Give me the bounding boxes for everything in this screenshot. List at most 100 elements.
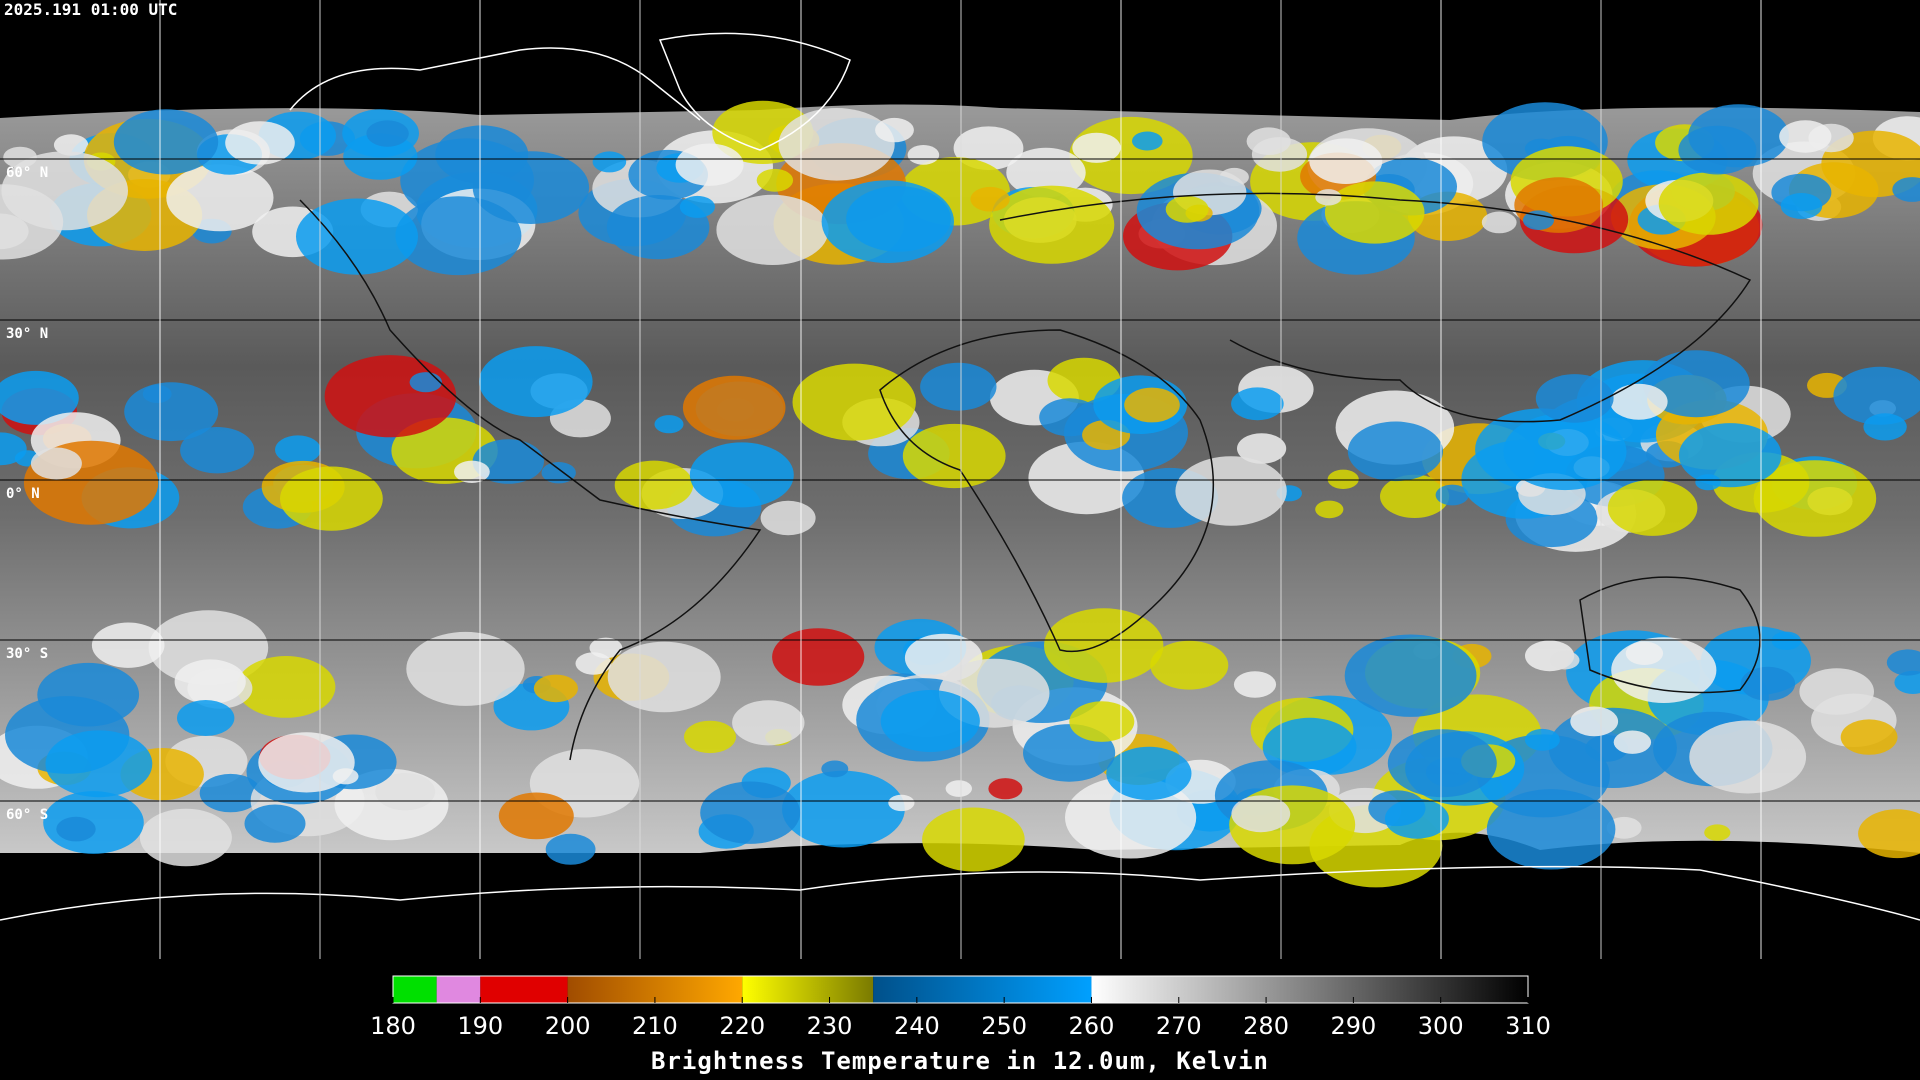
cloud [922,807,1025,872]
coastline [658,32,851,151]
cloud [258,732,355,793]
cloud [689,442,794,508]
cloud [1384,798,1449,839]
colorbar-tick-label: 190 [457,1012,503,1040]
timestamp: 2025.191 01:00 UTC [4,0,177,19]
cloud [280,466,383,531]
coastline [289,47,701,121]
cloud [1231,795,1291,833]
cloud [0,370,79,425]
cloud [1524,728,1560,751]
cloud [875,117,914,143]
cloud [989,185,1115,264]
cloud [1132,131,1163,151]
cloud [716,194,829,265]
cloud [654,415,684,434]
cloud [1237,433,1287,464]
cloud [113,109,219,175]
cloud [541,462,576,484]
cloud [1309,138,1383,184]
cloud [1840,719,1898,755]
cloud [1327,469,1359,489]
cloud [0,432,27,466]
cloud [700,781,801,844]
cloud [592,151,627,173]
cloud [1863,413,1907,441]
cloud [1642,350,1750,418]
cloud [174,659,246,704]
cloud [1771,631,1802,650]
cloud [1347,421,1443,482]
cloud [1324,181,1425,244]
cloud [682,375,786,440]
colorbar-tick-label: 310 [1505,1012,1551,1040]
cloud [56,816,96,842]
cloud [1606,816,1642,839]
cloud [970,186,1010,212]
colorbar-tick-label: 230 [807,1012,853,1040]
cloud [177,700,235,736]
cloud [821,760,849,778]
cloud [1894,670,1920,694]
cloud [545,833,596,865]
cloud [53,134,89,156]
cloud [1481,211,1517,234]
latitude-label: 30° S [6,646,48,662]
colorbar-tick-label: 180 [370,1012,416,1040]
cloud [880,690,980,752]
cloud [888,794,915,812]
cloud [1892,177,1920,202]
colorbar-tick-label: 210 [632,1012,678,1040]
cloud [756,168,794,192]
cloud [679,195,716,218]
colorbar-frame [392,975,1529,1004]
cloud [533,674,579,703]
cloud [1380,474,1450,518]
cloud [1165,196,1209,223]
cloud [907,145,940,165]
cloud [324,355,457,438]
cloud [498,792,574,840]
cloud [409,372,442,393]
cloud [124,382,219,442]
cloud [1,151,129,231]
cloud [778,108,895,181]
latitude-labels: 60° N 30° N 0° N 30° S 60° S [6,165,48,823]
cloud [139,808,232,867]
cloud [1535,374,1614,423]
cloud [589,637,623,659]
cloud [1570,706,1619,737]
cloud [732,700,805,746]
cloud [275,435,321,465]
colorbar-tick-label: 200 [545,1012,591,1040]
colorbar-tick-label: 220 [719,1012,765,1040]
cloud [244,804,306,843]
cloud [684,720,736,754]
coastline [0,865,1920,921]
cloud [395,196,522,276]
cloud [1124,387,1180,423]
cloud [1039,398,1100,437]
cloud [1344,634,1477,717]
cloud [1387,729,1497,798]
cloud [1613,730,1652,754]
cloud [1233,671,1277,698]
cloud [479,346,593,418]
cloud [1069,701,1135,742]
cloud [772,628,865,686]
cloud [1678,423,1782,488]
latitude-label: 60° S [6,807,48,823]
coastlines [0,32,1920,921]
cloud [1072,132,1121,163]
cloud [45,730,153,798]
cloud [1231,387,1284,421]
latitude-label: 30° N [6,326,48,342]
graticule [159,0,1762,959]
cloud [1740,666,1796,701]
colorbar-tick-label: 260 [1069,1012,1115,1040]
cloud [236,656,336,718]
cloud [166,164,274,232]
cloud [1106,746,1192,801]
cloud [1044,608,1164,683]
